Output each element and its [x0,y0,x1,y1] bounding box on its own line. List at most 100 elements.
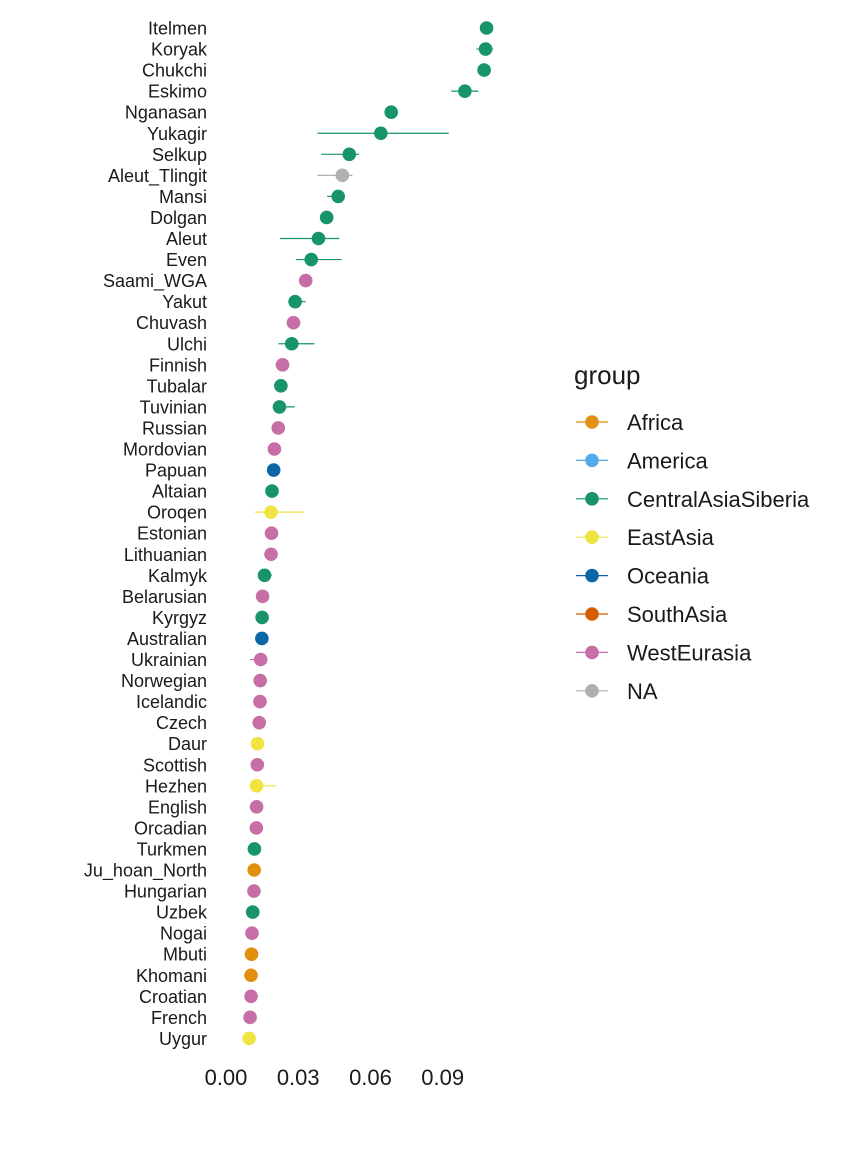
point-english [249,800,264,814]
point-koryak [478,42,493,56]
point-itelmen [479,21,494,35]
point-yakut [288,294,302,309]
legend-key-africa [585,415,599,429]
y-label-itelmen: Itelmen [148,19,207,39]
legend-key-america [585,453,599,468]
y-label-kyrgyz: Kyrgyz [152,608,207,628]
legend-label-westeurasia: WestEurasia [627,640,752,665]
y-label-french: French [151,1008,207,1028]
point-belarusian [255,589,270,604]
y-label-estonian: Estonian [137,524,207,544]
x-axis-labels: 0.00 0.03 0.06 0.09 [205,1065,465,1090]
y-label-papuan: Papuan [145,461,207,481]
y-label-koryak: Koryak [151,40,208,60]
legend-key-eastasia [585,530,599,544]
legend-key-oceania [585,568,599,583]
point-estonian [264,526,279,540]
y-label-nogai: Nogai [160,924,207,944]
y-label-selkup: Selkup [152,145,207,165]
y-label-chukchi: Chukchi [142,61,207,81]
legend-label-america: America [627,448,708,473]
point-nganasan [384,105,398,119]
y-label-altaian: Altaian [152,482,207,502]
y-label-mbuti: Mbuti [163,945,207,965]
point-mordovian [267,442,282,456]
legend-key-southasia [585,607,599,621]
y-label-kalmyk: Kalmyk [148,566,208,586]
point-orcadian [249,821,264,835]
point-hezhen [249,779,264,793]
legend-key-centralasiasiberia [585,492,599,506]
point-eskimo [458,84,472,98]
y-label-orcadian: Orcadian [134,818,207,838]
y-label-hezhen: Hezhen [145,776,207,796]
point-ulchi [284,336,299,351]
legend-label-eastasia: EastAsia [627,525,715,550]
legend: group Africa America CentralAsiaSiberia Eas… [574,360,810,704]
y-label-oroqen: Oroqen [147,503,207,523]
y-label-nganasan: Nganasan [125,103,207,123]
point-aleut [311,231,326,246]
y-label-norwegian: Norwegian [121,671,207,691]
point-russian [271,421,286,435]
legend-label-africa: Africa [627,410,684,435]
point-hungarian [247,884,261,898]
point-tubalar [274,379,288,393]
point-dolgan [319,210,334,225]
y-label-aleut: Aleut [166,229,207,249]
y-label-yakut: Yakut [162,292,207,312]
plot-area [242,21,494,1046]
legend-key-westeurasia [585,645,599,660]
point-czech [252,715,267,730]
point-altaian [265,484,279,498]
y-label-dolgan: Dolgan [150,208,207,228]
y-label-turkmen: Turkmen [137,839,207,859]
y-label-saami-wga: Saami_WGA [103,271,207,292]
point-ju-hoan-north [247,863,261,877]
legend-title: group [574,360,641,390]
point-australian [255,631,269,646]
y-axis-labels: ItelmenKoryakChukchiEskimoNganasanYukagi… [84,19,208,1049]
point-selkup [342,147,357,162]
y-label-croatian: Croatian [139,987,207,1007]
point-mansi [331,189,346,204]
point-icelandic [253,694,267,709]
point-chuvash [286,315,301,330]
legend-label-na: NA [627,679,658,704]
point-papuan [266,463,281,477]
point-nogai [245,926,259,940]
point-ukrainian [253,652,268,667]
x-tick-label: 0.09 [421,1065,464,1090]
legend-label-southasia: SouthAsia [627,602,728,627]
y-label-scottish: Scottish [143,755,207,775]
point-uzbek [245,905,260,919]
point-chukchi [477,63,491,77]
point-croatian [244,989,258,1004]
point-saami-wga [298,273,313,288]
x-tick-label: 0.06 [349,1065,392,1090]
y-label-australian: Australian [127,629,207,649]
x-tick-label: 0.03 [277,1065,320,1090]
point-aleut-tlingit [335,168,350,183]
point-mbuti [244,947,259,961]
y-label-ju-hoan-north: Ju_hoan_North [84,861,207,882]
y-label-tubalar: Tubalar [147,376,207,396]
y-label-mordovian: Mordovian [123,440,207,460]
y-label-mansi: Mansi [159,187,207,207]
y-label-ukrainian: Ukrainian [131,650,207,670]
point-norwegian [253,673,267,688]
y-label-yukagir: Yukagir [147,124,207,144]
y-label-eskimo: Eskimo [148,82,207,102]
point-kyrgyz [255,610,269,625]
y-label-uzbek: Uzbek [156,903,208,923]
point-finnish [275,358,290,372]
legend-items: Africa America CentralAsiaSiberia EastAsia O… [576,410,810,704]
point-even [304,252,319,267]
y-label-even: Even [166,250,207,270]
y-label-uygur: Uygur [159,1029,207,1049]
legend-label-oceania: Oceania [627,564,710,589]
point-french [243,1010,257,1025]
x-tick-label: 0.00 [205,1065,248,1090]
